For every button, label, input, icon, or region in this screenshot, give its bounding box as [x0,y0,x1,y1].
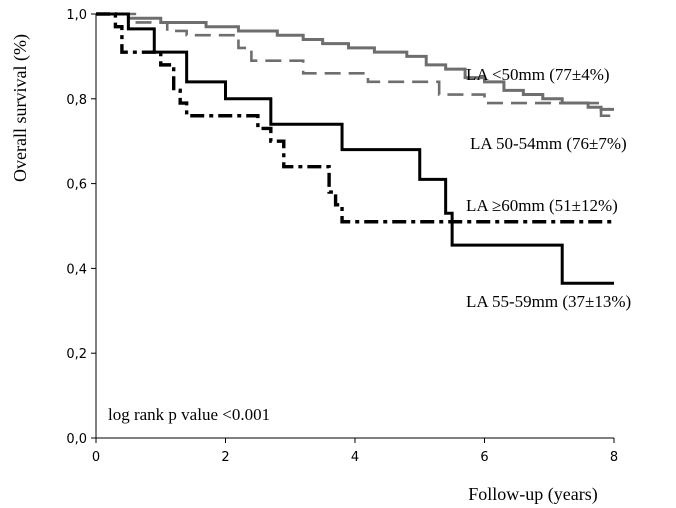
survival-curve-series-4 [96,12,614,285]
y-tick-label: 0,8 [66,93,87,108]
series-labels: LA <50mm (77±4%) LA 50-54mm (76±7%) LA ≥60… [466,65,631,311]
series-label-3: LA ≥60mm (51±12%) [466,196,618,215]
y-tick-label: 0,2 [66,347,87,362]
x-tick-label: 8 [610,450,618,465]
series-label-4: LA 55-59mm (37±13%) [466,292,631,311]
x-axis-title: Follow-up (years) [468,484,597,505]
x-tick-label: 2 [221,450,229,465]
y-axis-title: Overall survival (%) [10,34,31,182]
series-label-1: LA <50mm (77±4%) [466,65,610,84]
y-tick-label: 0,4 [66,262,87,277]
tick-labels: 0,0 0,2 0,4 0,6 0,8 1,0 0 2 4 6 8 [66,8,618,465]
x-tick-label: 4 [351,450,359,465]
survival-curve-series-1 [96,12,614,111]
x-tick-label: 0 [92,450,100,465]
x-tick-label: 6 [480,450,488,465]
series-label-2: LA 50-54mm (76±7%) [470,134,627,153]
y-tick-label: 0,6 [66,178,87,193]
y-tick-label: 1,0 [66,8,87,23]
survival-curve-series-2 [96,12,614,118]
log-rank-annotation: log rank p value <0.001 [108,405,270,424]
survival-curves [96,12,614,285]
survival-curve-series-3 [96,12,614,224]
y-tick-label: 0,0 [66,432,87,447]
